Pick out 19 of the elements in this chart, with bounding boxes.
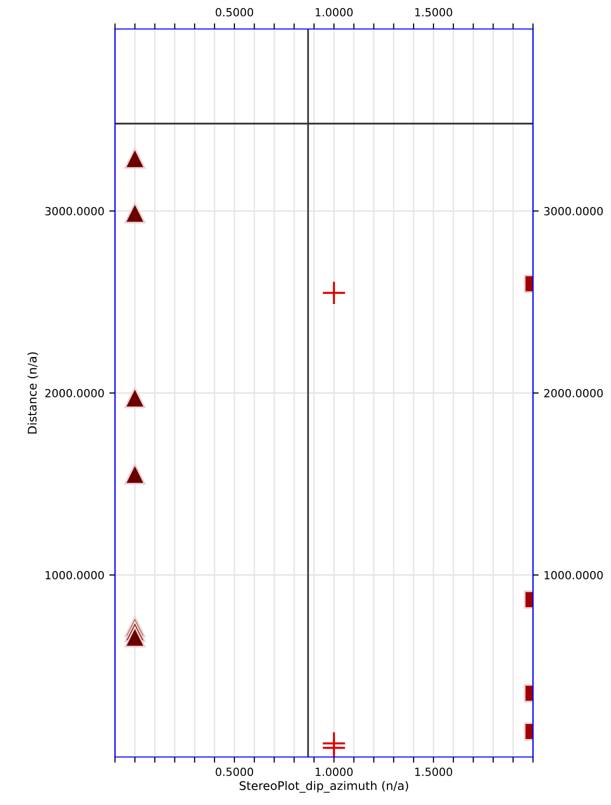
y2-tick-label: 1000.0000 <box>544 570 603 580</box>
y2-tick-label: 2000.0000 <box>544 388 603 398</box>
y-tick-label: 1000.0000 <box>46 570 104 580</box>
x-tick-label: 1.5000 <box>415 768 452 776</box>
point <box>124 202 146 224</box>
point <box>124 148 146 169</box>
point <box>124 463 146 485</box>
x-tick-label: 1.0000 <box>316 768 353 776</box>
y-tick-label: 2000.0000 <box>45 388 104 398</box>
y-tick-label: 3000.0000 <box>45 206 104 216</box>
x2-tick-label: 1.5000 <box>415 8 452 16</box>
y2-tick-label: 3000.0000 <box>544 206 603 216</box>
x2-tick-label: 0.5000 <box>216 8 254 16</box>
point <box>124 626 146 648</box>
x2-tick-label: 1.0000 <box>316 8 353 16</box>
x-axis-title: StereoPlot_dip_azimuth (n/a) <box>240 780 408 793</box>
point <box>124 386 146 408</box>
x-tick-label: 0.5000 <box>216 768 254 776</box>
y-axis-title: Distance (n/a) <box>28 352 38 434</box>
